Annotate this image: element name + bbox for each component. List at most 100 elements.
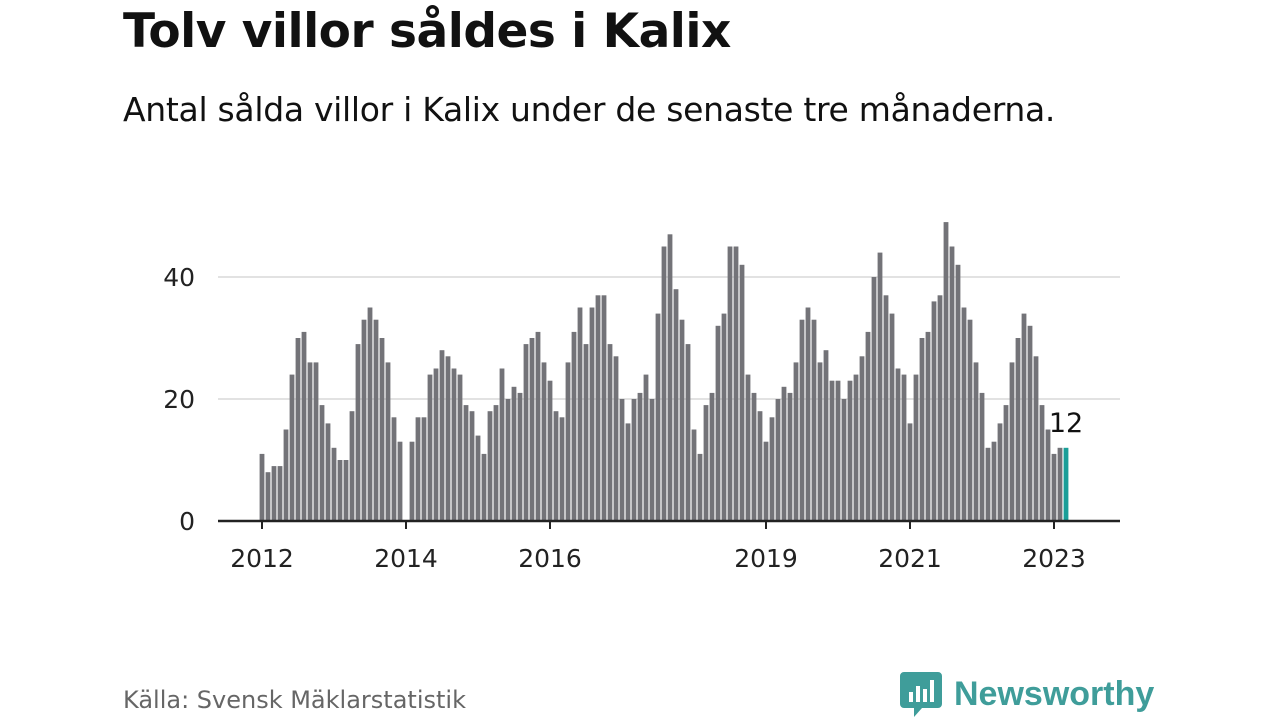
bar	[751, 392, 757, 521]
bar	[589, 307, 595, 521]
bar	[979, 392, 985, 521]
bar	[673, 289, 679, 521]
bar	[307, 362, 313, 521]
bar	[889, 313, 895, 521]
bar	[493, 405, 499, 521]
bar	[949, 246, 955, 521]
bar	[355, 344, 361, 521]
bar	[739, 264, 745, 521]
bar	[499, 368, 505, 521]
bar	[877, 252, 883, 521]
bar	[859, 356, 865, 521]
bar	[367, 307, 373, 521]
bar	[553, 411, 559, 521]
bar	[487, 411, 493, 521]
bar	[679, 319, 685, 521]
bar	[703, 405, 709, 521]
bar	[925, 331, 931, 521]
bar	[1027, 325, 1033, 521]
bar	[475, 435, 481, 521]
bar	[577, 307, 583, 521]
data-label-latest: 12	[1049, 408, 1083, 439]
bar	[865, 331, 871, 521]
bar	[1015, 338, 1021, 521]
bar	[409, 441, 415, 521]
bar	[415, 417, 421, 521]
bar	[691, 429, 697, 521]
bar	[637, 392, 643, 521]
bar	[841, 399, 847, 521]
bar-chart: 0 20 40 2012 2014 2016 2019 2021 2023 12	[163, 222, 1120, 573]
bar	[961, 307, 967, 521]
bar	[811, 319, 817, 521]
bar	[655, 313, 661, 521]
bar	[325, 423, 331, 521]
bar	[781, 386, 787, 521]
bar	[793, 362, 799, 521]
bar	[829, 380, 835, 521]
bar	[931, 301, 937, 521]
bar	[451, 368, 457, 521]
y-tick-label: 0	[179, 507, 195, 536]
x-tick-label: 2023	[1022, 544, 1086, 573]
bar	[421, 417, 427, 521]
x-tick-label: 2014	[374, 544, 438, 573]
chart-subtitle: Antal sålda villor i Kalix under de sena…	[123, 90, 1056, 129]
bar	[523, 344, 529, 521]
bar	[565, 362, 571, 521]
bar	[775, 399, 781, 521]
bar	[787, 392, 793, 521]
bar	[973, 362, 979, 521]
bar	[883, 295, 889, 521]
bar	[733, 246, 739, 521]
bar	[937, 295, 943, 521]
x-tick-label: 2016	[518, 544, 582, 573]
bar	[769, 417, 775, 521]
brand-name: Newsworthy	[954, 674, 1155, 713]
bar	[823, 350, 829, 521]
bar	[559, 417, 565, 521]
bar	[511, 386, 517, 521]
bar	[919, 338, 925, 521]
bar	[631, 399, 637, 521]
bar	[763, 441, 769, 521]
bar	[343, 460, 349, 521]
bar	[1051, 453, 1057, 521]
bar	[265, 472, 271, 521]
newsworthy-logo: Newsworthy	[900, 668, 1154, 720]
bar	[805, 307, 811, 521]
bar	[445, 356, 451, 521]
bar	[709, 392, 715, 521]
bar	[541, 362, 547, 521]
bar	[277, 466, 283, 521]
bar	[337, 460, 343, 521]
bar	[955, 264, 961, 521]
bar	[391, 417, 397, 521]
bar	[661, 246, 667, 521]
bar	[505, 399, 511, 521]
bar	[295, 338, 301, 521]
bar	[715, 325, 721, 521]
bar	[985, 447, 991, 521]
bar	[625, 423, 631, 521]
bar	[301, 331, 307, 521]
bar	[535, 331, 541, 521]
bar	[607, 344, 613, 521]
bar	[1021, 313, 1027, 521]
y-tick-label: 40	[163, 263, 195, 292]
bar	[697, 453, 703, 521]
bar	[619, 399, 625, 521]
bar	[901, 374, 907, 521]
bar	[991, 441, 997, 521]
bar	[571, 331, 577, 521]
bar	[457, 374, 463, 521]
bar	[379, 338, 385, 521]
bar	[967, 319, 973, 521]
bar	[817, 362, 823, 521]
x-tick-label: 2019	[734, 544, 798, 573]
bar	[1039, 405, 1045, 521]
bar	[907, 423, 913, 521]
y-tick-label: 20	[163, 385, 195, 414]
bar	[349, 411, 355, 521]
bar	[313, 362, 319, 521]
